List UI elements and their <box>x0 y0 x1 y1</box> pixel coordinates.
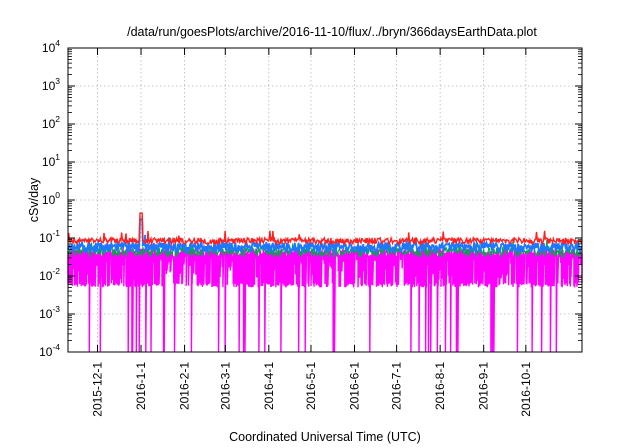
x-tick-label: 2016-5-1 <box>304 362 318 410</box>
y-tick-exponent: 2 <box>55 114 60 124</box>
data-layer <box>67 212 583 353</box>
y-tick-label: 101 <box>42 152 60 169</box>
y-tick-exponent: -2 <box>52 266 60 276</box>
x-tick-label: 2016-8-1 <box>433 362 447 410</box>
y-tick-exponent: 4 <box>55 38 60 48</box>
x-tick-label: 2015-12-1 <box>90 362 104 417</box>
series-magenta <box>67 248 583 353</box>
y-tick-label: 10-3 <box>39 304 60 321</box>
y-tick-label: 104 <box>42 38 60 55</box>
series-red <box>67 212 583 247</box>
y-tick-label: 10-1 <box>39 228 60 245</box>
x-axis-label: Coordinated Universal Time (UTC) <box>229 430 421 444</box>
y-tick-label: 10-4 <box>39 342 60 359</box>
y-tick-exponent: 0 <box>55 190 60 200</box>
x-tick-label: 2016-9-1 <box>477 362 491 410</box>
y-tick-exponent: -1 <box>52 228 60 238</box>
y-tick-label: 100 <box>42 190 60 207</box>
chart-title: /data/run/goesPlots/archive/2016-11-10/f… <box>127 25 537 39</box>
y-tick-exponent: -3 <box>52 304 60 314</box>
series-blue <box>67 218 583 256</box>
y-tick-label: 103 <box>42 76 60 93</box>
y-axis-label: cSv/day <box>27 177 41 222</box>
y-tick-label: 10-2 <box>39 266 60 283</box>
y-tick-exponent: 3 <box>55 76 60 86</box>
x-tick-labels: 2015-12-1 2016-1-1 2016-2-1 2016-3-1 2016-4-… <box>90 362 532 417</box>
x-tick-label: 2016-2-1 <box>178 362 192 410</box>
x-tick-label: 2016-7-1 <box>390 362 404 410</box>
x-tick-label: 2016-6-1 <box>347 362 361 410</box>
x-tick-label: 2016-1-1 <box>134 362 148 410</box>
x-tick-label: 2016-10-1 <box>519 362 533 417</box>
x-tick-label: 2016-4-1 <box>262 362 276 410</box>
x-tick-label: 2016-3-1 <box>218 362 232 410</box>
y-tick-exponent: 1 <box>55 152 60 162</box>
y-tick-exponent: -4 <box>52 342 60 352</box>
y-tick-label: 102 <box>42 114 60 131</box>
axis-ticks <box>68 47 582 353</box>
